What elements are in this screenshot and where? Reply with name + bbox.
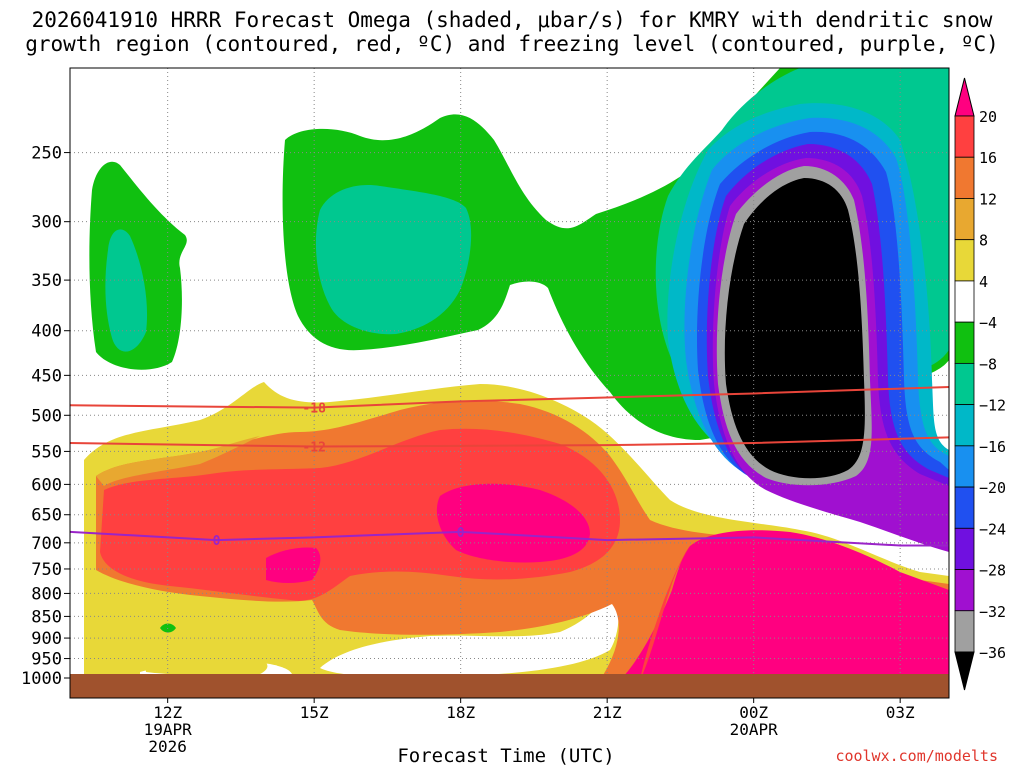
y-tick-label-300: 300 xyxy=(31,213,62,233)
colorbar-label-0: 20 xyxy=(979,108,997,126)
plot-border xyxy=(69,67,950,699)
shade-amber-band xyxy=(96,436,260,486)
y-tick-label-700: 700 xyxy=(31,534,62,554)
chart-title-line-1: 2026041910 HRRR Forecast Omega (shaded, … xyxy=(31,8,993,32)
y-tick-label-900: 900 xyxy=(31,629,62,649)
colorbar-label-9: −20 xyxy=(979,479,1006,497)
shade-magenta-right xyxy=(620,530,949,680)
credit-link[interactable]: coolwx.com/modelts xyxy=(835,747,998,765)
ground-band xyxy=(70,674,949,698)
contour-line--18 xyxy=(69,385,950,409)
colorbar-swatch-5 xyxy=(954,280,975,323)
y-tick-label-450: 450 xyxy=(31,366,62,386)
x-tick-label-15Z: 15Z xyxy=(300,703,329,722)
y-tick-label-750: 750 xyxy=(31,560,62,580)
x-tick-year-12Z: 2026 xyxy=(148,737,187,756)
colorbar-top-arrow xyxy=(954,77,975,117)
contour-label-0-0: 0 xyxy=(213,534,221,549)
contour-label--12-0: -12 xyxy=(302,441,325,456)
shade-magenta-small xyxy=(266,547,321,583)
colorbar-label-7: −12 xyxy=(979,397,1006,415)
colorbar-swatch-10 xyxy=(954,486,975,529)
y-tick-label-1000: 1000 xyxy=(21,669,62,689)
omega-shading xyxy=(84,68,949,680)
colorbar-swatch-12 xyxy=(954,569,975,612)
y-tick-label-500: 500 xyxy=(31,406,62,426)
colorbar-swatch-11 xyxy=(954,527,975,570)
shade-yellow-strip xyxy=(144,653,268,676)
contour-lines: -18 -12 0 0 xyxy=(69,385,950,549)
colorbar-label-11: −28 xyxy=(979,562,1006,580)
y-tick-label-600: 600 xyxy=(31,475,62,495)
contour-line--12 xyxy=(69,436,950,448)
grid-lines xyxy=(70,68,949,698)
colorbar-swatch-13 xyxy=(954,610,975,653)
shade-teal-mid xyxy=(315,185,472,335)
colorbar-label-1: 16 xyxy=(979,149,997,167)
colorbar: 20 16 12 8 4 −4 −8 −12 −16 −20 −24 −28 −32 −36 xyxy=(954,77,1006,691)
y-tick-label-550: 550 xyxy=(31,442,62,462)
y-tick-label-350: 350 xyxy=(31,271,62,291)
colorbar-label-6: −8 xyxy=(979,355,997,373)
x-axis-title: Forecast Time (UTC) xyxy=(397,745,615,767)
shade-black-core xyxy=(724,178,865,479)
colorbar-swatch-3 xyxy=(954,198,975,241)
contour-line-0 xyxy=(69,530,949,547)
x-tick-date-12Z: 19APR xyxy=(144,720,193,739)
contour-label-0-1: 0 xyxy=(457,526,465,541)
x-tick-date-00Z: 20APR xyxy=(730,720,779,739)
y-tick-label-250: 250 xyxy=(31,144,62,164)
y-tick-label-850: 850 xyxy=(31,607,62,627)
x-tick-label-00Z: 00Z xyxy=(739,703,768,722)
shade-teal-left xyxy=(105,229,148,352)
colorbar-bottom-arrow xyxy=(954,651,975,691)
colorbar-swatch-7 xyxy=(954,362,975,406)
shade-magenta-mid xyxy=(436,483,590,563)
x-tick-label-18Z: 18Z xyxy=(446,703,475,722)
colorbar-label-5: −4 xyxy=(979,314,997,332)
colorbar-label-12: −32 xyxy=(979,603,1006,621)
colorbar-label-10: −24 xyxy=(979,520,1006,538)
y-tick-label-650: 650 xyxy=(31,506,62,526)
y-tick-label-950: 950 xyxy=(31,650,62,670)
y-tick-label-800: 800 xyxy=(31,584,62,604)
chart-title-line-2: growth region (contoured, red, ºC) and f… xyxy=(25,32,999,56)
x-tick-label-12Z: 12Z xyxy=(153,703,182,722)
colorbar-label-4: 4 xyxy=(979,273,988,291)
colorbar-label-8: −16 xyxy=(979,438,1006,456)
colorbar-swatch-8 xyxy=(954,404,975,447)
y-tick-label-400: 400 xyxy=(31,322,62,342)
colorbar-swatch-9 xyxy=(954,445,975,488)
colorbar-label-2: 12 xyxy=(979,190,997,208)
colorbar-swatch-2 xyxy=(954,156,975,199)
colorbar-swatch-6 xyxy=(954,321,975,364)
shade-white-gap xyxy=(320,590,619,678)
colorbar-swatch-4 xyxy=(954,239,975,282)
shade-red-right-edge xyxy=(640,546,690,680)
y-axis: 2503003504004505005506006507007508008509… xyxy=(21,144,70,689)
colorbar-swatch-1 xyxy=(954,115,975,158)
x-tick-label-03Z: 03Z xyxy=(886,703,915,722)
contour-label--18-0: -18 xyxy=(302,402,326,417)
x-tick-label-21Z: 21Z xyxy=(593,703,622,722)
colorbar-label-13: −36 xyxy=(979,644,1006,662)
colorbar-label-3: 8 xyxy=(979,232,988,250)
